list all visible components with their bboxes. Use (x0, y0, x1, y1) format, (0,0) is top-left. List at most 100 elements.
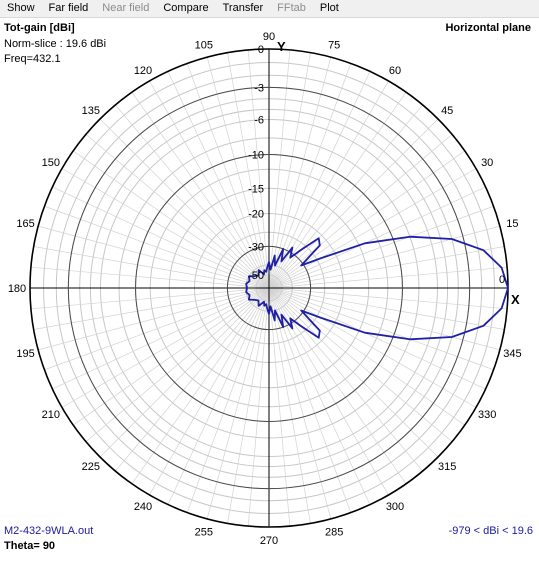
grid-spoke (268, 57, 332, 289)
ring-label-minus30: -30 (248, 241, 264, 253)
angle-label-0: 0 (499, 274, 505, 286)
menu-item-far-field[interactable]: Far field (48, 2, 89, 14)
grid-spoke (268, 49, 291, 289)
grid-spoke (73, 150, 270, 289)
menu-item-transfer[interactable]: Transfer (222, 2, 264, 14)
ring-label-minus15: -15 (248, 183, 264, 195)
angle-label-330: 330 (478, 409, 496, 421)
ring-label-minus6: -6 (254, 115, 264, 127)
angle-label-15: 15 (506, 218, 518, 230)
ring-label-minus10: -10 (248, 150, 264, 162)
angle-label-300: 300 (386, 501, 404, 513)
angle-label-345: 345 (503, 348, 521, 360)
grid-spoke (268, 287, 486, 390)
file-name: M2-432-9WLA.out (4, 525, 94, 537)
polar-chart: 0 15 30 45 60 75 90 105 120 135 150 165 180 195 210 225… (8, 31, 522, 547)
grid-spoke (268, 246, 505, 289)
grid-spoke (268, 80, 389, 289)
grid-spoke (206, 57, 270, 289)
angle-label-90: 90 (263, 31, 275, 43)
grid-spoke (227, 52, 270, 289)
grid-spoke (268, 287, 477, 408)
angle-label-30: 30 (481, 157, 493, 169)
grid-spoke (268, 104, 423, 289)
menu-item-compare[interactable]: Compare (163, 2, 209, 14)
grid-spoke (149, 287, 270, 496)
x-axis-letter: X (511, 292, 520, 307)
grid-spoke (227, 287, 270, 524)
grid-spoke (268, 186, 486, 289)
grid-spoke (268, 287, 389, 496)
grid-spoke (186, 63, 270, 289)
grid-spoke (268, 168, 477, 289)
grid-spoke (268, 71, 371, 289)
grid-spoke (52, 186, 270, 289)
angle-label-210: 210 (42, 409, 60, 421)
grid-spoke (268, 287, 371, 505)
angle-label-135: 135 (82, 105, 100, 117)
grid-spoke (131, 287, 270, 484)
y-axis-letter: Y (277, 39, 286, 54)
reference-ring (135, 154, 403, 422)
grid-spoke (268, 92, 407, 289)
grid-spoke (186, 287, 270, 513)
angle-label-75: 75 (328, 40, 340, 52)
grid-spoke (115, 287, 270, 472)
grid-spoke (268, 118, 439, 289)
angle-label-285: 285 (325, 526, 343, 538)
angle-label-45: 45 (441, 105, 453, 117)
menu-item-show[interactable]: Show (7, 2, 35, 14)
grid-spoke (38, 225, 270, 289)
angle-label-60: 60 (389, 65, 401, 77)
angle-label-105: 105 (195, 40, 213, 52)
grid-spoke (33, 287, 270, 330)
norm-slice-text: Norm-slice : 19.6 dBi (4, 38, 107, 50)
menu-item-fftab[interactable]: FFtab (277, 2, 306, 14)
menu-item-near-field[interactable]: Near field (102, 2, 150, 14)
grid-spoke (61, 287, 270, 408)
angle-label-240: 240 (134, 501, 152, 513)
angle-label-195: 195 (16, 348, 34, 360)
grid-spoke (115, 104, 270, 289)
ring-label-minus20: -20 (248, 209, 264, 221)
gain-range-text: -979 < dBi < 19.6 (448, 525, 533, 537)
grid-spoke (44, 205, 270, 289)
grid-spoke (61, 168, 270, 289)
reference-ring (67, 86, 471, 490)
grid-spoke (268, 287, 407, 484)
grid-spoke (268, 225, 500, 289)
ring-label-0: 0 (258, 44, 264, 56)
menu-bar: Show Far field Near field Compare Transfer FF… (0, 0, 539, 18)
grid-spoke (268, 134, 453, 289)
radiation-pattern-trace (245, 235, 509, 341)
angle-label-150: 150 (42, 157, 60, 169)
grid-spoke (268, 287, 332, 519)
grid-spoke (99, 118, 270, 289)
grid-spoke (30, 287, 270, 310)
grid-spoke (99, 287, 270, 458)
angle-label-270: 270 (260, 535, 278, 547)
angle-label-120: 120 (134, 65, 152, 77)
grid-spoke (33, 246, 270, 289)
grid-spoke (268, 266, 508, 289)
grid-spoke (167, 71, 270, 289)
grid-spoke (268, 205, 494, 289)
menu-item-plot[interactable]: Plot (319, 2, 339, 14)
grid-spoke (268, 287, 453, 442)
grid-spoke (268, 287, 494, 371)
angle-label-255: 255 (195, 526, 213, 538)
grid-spoke (206, 287, 270, 519)
angle-label-165: 165 (16, 218, 34, 230)
grid-spoke (44, 287, 270, 371)
grid-spoke (268, 52, 311, 289)
grid-spoke (167, 287, 270, 505)
grid-spoke (268, 287, 423, 472)
grid-spoke (247, 287, 270, 527)
grid-spoke (268, 287, 505, 330)
grid-spoke (52, 287, 270, 390)
grid-spoke (73, 287, 270, 426)
grid-spoke (85, 287, 270, 442)
ring-label-minus3: -3 (254, 82, 264, 94)
grid-spoke (149, 80, 270, 289)
grid-spoke (268, 287, 311, 524)
